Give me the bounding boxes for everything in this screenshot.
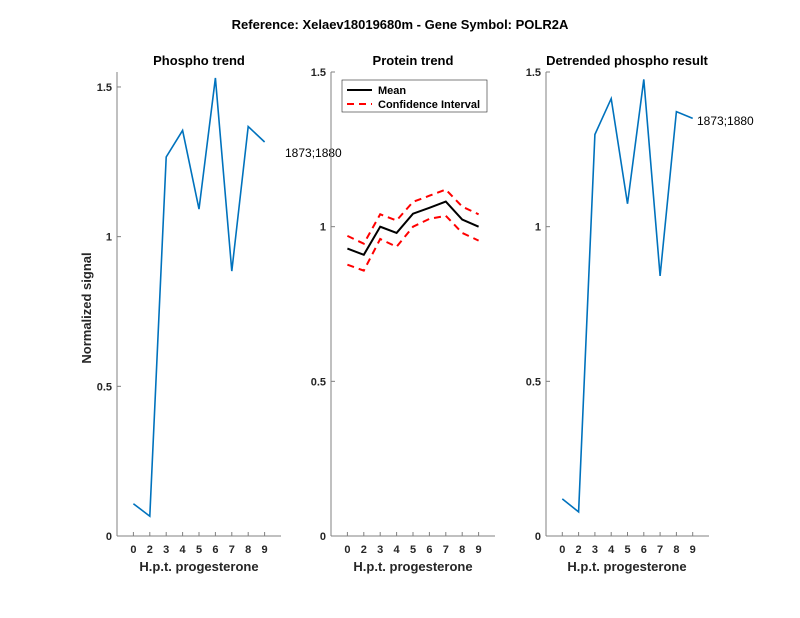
x-tick-label: 3	[377, 544, 383, 556]
x-tick-label: 6	[641, 544, 647, 556]
x-tick-label: 9	[262, 544, 268, 556]
series-annotation: 1873;1880	[697, 114, 754, 128]
legend-box	[341, 79, 488, 113]
x-tick-label: 3	[163, 544, 169, 556]
y-tick-label: 1	[320, 222, 326, 234]
x-tick-label: 7	[229, 544, 235, 556]
x-tick-label: 7	[443, 544, 449, 556]
series-annotation: 1873;1880	[285, 146, 342, 160]
y-tick-label: 0	[535, 531, 541, 543]
x-tick-label: 5	[624, 544, 630, 556]
panel-title: Detrended phospho result	[546, 53, 708, 68]
series-line-mean	[347, 200, 479, 257]
figure-title: Reference: Xelaev18019680m - Gene Symbol…	[232, 17, 569, 32]
series-line-phospho	[132, 77, 266, 518]
x-axis-label: H.p.t. progesterone	[353, 559, 472, 574]
y-tick-label: 0	[106, 531, 112, 543]
x-tick-label: 8	[459, 544, 465, 556]
x-tick-label: 3	[592, 544, 598, 556]
y-tick-label: 0	[320, 531, 326, 543]
y-tick-label: 1.5	[311, 67, 326, 79]
panel-title: Protein trend	[373, 53, 454, 68]
x-tick-label: 5	[410, 544, 416, 556]
x-axis-label: H.p.t. progesterone	[567, 559, 686, 574]
y-tick-label: 0.5	[97, 381, 112, 393]
y-tick-label: 0.5	[311, 376, 326, 388]
series-line-phospho	[561, 79, 694, 514]
panel-title: Phospho trend	[153, 53, 245, 68]
x-tick-label: 0	[130, 544, 136, 556]
x-tick-label: 9	[690, 544, 696, 556]
x-tick-label: 5	[196, 544, 202, 556]
x-tick-label: 0	[344, 544, 350, 556]
series-line-ci-upper	[346, 188, 480, 246]
x-tick-label: 6	[426, 544, 432, 556]
x-tick-label: 4	[394, 544, 401, 556]
legend-label-ci: Confidence Interval	[378, 99, 480, 111]
y-tick-label: 0.5	[526, 376, 541, 388]
x-tick-label: 0	[559, 544, 565, 556]
y-axis-label: Normalized signal	[79, 252, 94, 363]
y-tick-label: 1.5	[97, 82, 112, 94]
panel-protein-trend: Protein trend H.p.t. progesterone Mean C…	[311, 53, 495, 574]
y-tick-label: 1	[106, 232, 112, 244]
x-tick-label: 2	[147, 544, 153, 556]
x-axis-label: H.p.t. progesterone	[139, 559, 258, 574]
x-tick-label: 4	[180, 544, 187, 556]
x-tick-label: 8	[673, 544, 679, 556]
x-tick-label: 4	[608, 544, 615, 556]
legend-label-mean: Mean	[378, 85, 406, 97]
y-tick-label: 1.5	[526, 67, 541, 79]
series-line-ci-lower	[347, 214, 480, 272]
y-tick-label: 1	[535, 222, 541, 234]
x-tick-label: 2	[576, 544, 582, 556]
panel-phospho-trend: Phospho trend H.p.t. progesterone Normal…	[79, 53, 342, 574]
x-tick-label: 6	[212, 544, 218, 556]
x-tick-label: 8	[245, 544, 251, 556]
x-tick-label: 2	[361, 544, 367, 556]
x-tick-label: 7	[657, 544, 663, 556]
x-tick-label: 9	[476, 544, 482, 556]
legend: Mean Confidence Interval	[341, 79, 488, 113]
panel-detrended-phospho: Detrended phospho result H.p.t. progeste…	[526, 53, 754, 574]
